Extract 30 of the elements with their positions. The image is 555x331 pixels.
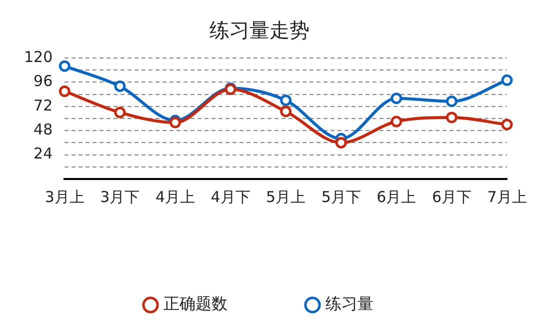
x-tick-label: 4月下 [210, 188, 250, 206]
y-tick-label: 48 [34, 120, 53, 138]
x-tick-label: 6月上 [376, 188, 416, 206]
y-tick-label: 96 [34, 72, 53, 90]
x-tick-label: 4月上 [155, 188, 195, 206]
x-tick-label: 3月上 [44, 188, 84, 206]
point [501, 118, 513, 130]
point [280, 106, 292, 118]
point [501, 74, 513, 86]
legend-label: 正确题数 [164, 294, 228, 314]
point [280, 94, 292, 106]
point [390, 92, 402, 104]
chart-title: 练习量走势 [210, 18, 310, 42]
x-tick-label: 7月上 [487, 188, 527, 206]
x-tick-label: 6月下 [432, 188, 472, 206]
y-tick-label: 72 [34, 96, 53, 114]
point [390, 116, 402, 128]
y-tick-label: 24 [34, 144, 53, 163]
point [114, 80, 126, 92]
point [446, 96, 458, 108]
point [446, 112, 458, 124]
point [114, 106, 126, 118]
x-tick-label: 5月下 [321, 188, 361, 206]
point [58, 60, 70, 72]
legend-label: 练习量 [326, 294, 374, 314]
x-tick-label: 5月上 [266, 188, 306, 206]
y-tick-label: 120 [24, 48, 53, 66]
point [58, 86, 70, 98]
point [335, 136, 347, 148]
x-tick-label: 3月下 [100, 188, 140, 206]
